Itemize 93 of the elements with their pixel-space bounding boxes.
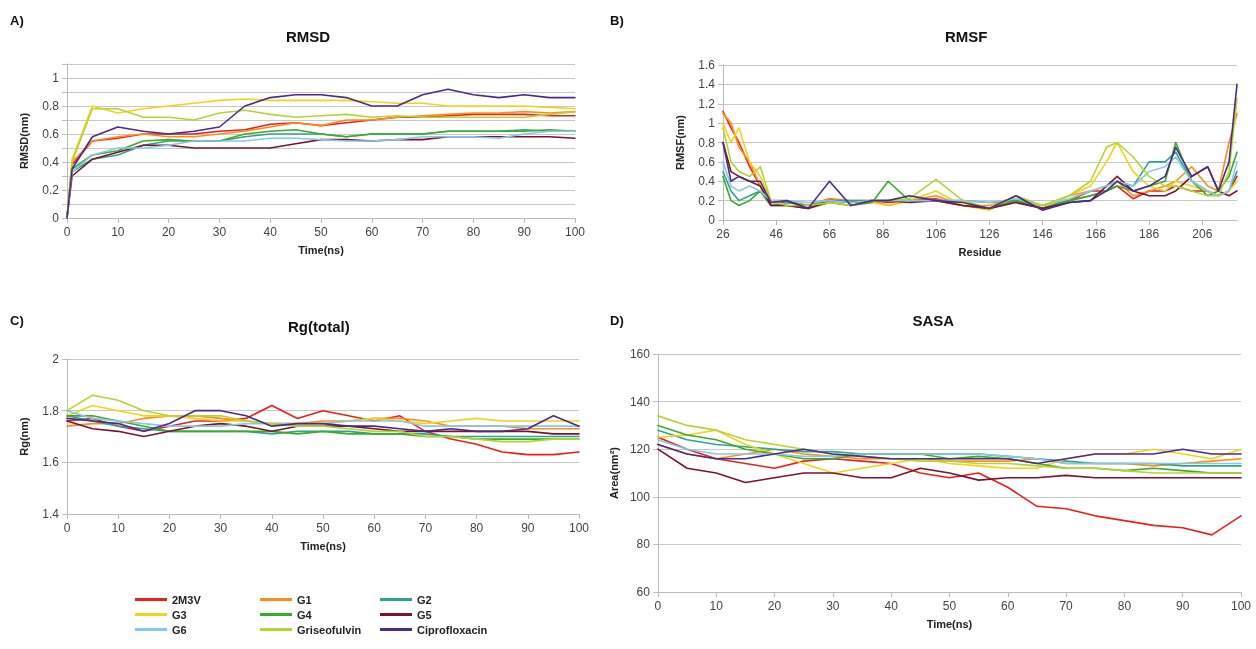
x-tick-label: 90: [521, 521, 535, 535]
x-tick-label: 30: [826, 599, 840, 613]
x-tick-label: 80: [1117, 599, 1132, 613]
y-tick-label: 1.2: [698, 96, 716, 111]
x-tick-label: 0: [654, 599, 662, 613]
text: A): [10, 13, 24, 28]
x-tick-label: 100: [564, 225, 586, 239]
x-tick-label: 40: [884, 599, 899, 613]
chart-title: Rg(total): [288, 318, 350, 335]
text: B): [610, 13, 624, 28]
x-tick-label: 50: [316, 521, 330, 535]
y-tick-label: 0.6: [42, 127, 60, 141]
x-tick-label: 80: [466, 225, 481, 239]
x-tick-label: 186: [1139, 227, 1160, 241]
text: C): [10, 313, 24, 328]
y-tick-label: 160: [629, 347, 651, 361]
x-axis-title: Time(ns): [298, 243, 345, 256]
y-tick-label: 80: [636, 537, 651, 552]
y-tick-label: 120: [629, 442, 651, 457]
x-tick-label: 80: [469, 521, 484, 535]
y-axis-title: Area(nm²): [607, 446, 620, 499]
y-tick-label: 1.6: [42, 455, 60, 470]
y-tick-label: 2: [52, 352, 60, 366]
y-tick-label: 0.4: [42, 155, 60, 169]
x-axis-title: Residue: [958, 245, 1002, 258]
x-tick-label: 10: [111, 521, 126, 535]
legend-label: Griseofulvin: [297, 623, 362, 636]
x-tick-label: 0: [63, 521, 71, 535]
x-tick-label: 46: [769, 227, 784, 241]
y-tick-label: 0.2: [698, 193, 716, 208]
x-tick-label: 10: [111, 225, 125, 239]
chart-title: RMSD: [286, 28, 331, 45]
x-tick-label: 166: [1085, 227, 1107, 241]
x-tick-label: 70: [1059, 599, 1074, 613]
x-axis-title: Time(ns): [300, 539, 347, 552]
legend-label: Ciprofloxacin: [417, 623, 488, 636]
x-tick-label: 100: [568, 521, 590, 535]
y-tick-label: 1.6: [698, 58, 716, 72]
x-tick-label: 40: [263, 225, 278, 239]
legend-label: G3: [172, 608, 187, 621]
x-tick-label: 146: [1032, 227, 1053, 241]
x-tick-label: 66: [822, 227, 837, 241]
y-tick-label: 1: [52, 71, 60, 85]
x-tick-label: 126: [979, 227, 1000, 241]
y-tick-label: 1.4: [698, 77, 716, 92]
x-tick-label: 86: [876, 227, 890, 241]
x-tick-label: 50: [314, 225, 328, 239]
x-tick-label: 70: [418, 521, 433, 535]
y-tick-label: 0.2: [42, 183, 60, 197]
y-tick-label: 0.8: [42, 99, 60, 113]
x-tick-label: 70: [415, 225, 430, 239]
x-tick-label: 90: [517, 225, 532, 239]
y-tick-label: 1.8: [42, 403, 60, 418]
x-tick-label: 100: [1230, 599, 1252, 613]
y-axis-title: RMSF(nm): [673, 114, 686, 170]
legend-label: G5: [417, 608, 432, 621]
chart-title: SASA: [912, 312, 955, 329]
x-tick-label: 0: [63, 225, 71, 239]
text: D): [610, 313, 624, 328]
y-tick-label: 1.4: [42, 507, 60, 521]
y-axis-title: Rg(nm): [17, 416, 30, 456]
y-tick-label: 0: [708, 213, 716, 227]
y-tick-label: 1: [708, 116, 716, 131]
x-tick-label: 20: [162, 521, 177, 535]
x-tick-label: 30: [212, 225, 227, 239]
x-tick-label: 60: [367, 521, 382, 535]
x-tick-label: 26: [716, 227, 730, 241]
x-tick-label: 206: [1192, 227, 1213, 241]
y-tick-label: 0: [52, 211, 60, 225]
x-tick-label: 30: [213, 521, 228, 535]
y-tick-label: 140: [629, 394, 651, 409]
x-tick-label: 60: [1001, 599, 1015, 613]
legend-label: 2M3V: [172, 593, 202, 606]
y-tick-label: 100: [629, 489, 651, 504]
y-tick-label: 0.4: [698, 174, 716, 189]
x-tick-label: 20: [161, 225, 176, 239]
y-axis-title: RMSD(nm): [17, 112, 30, 170]
x-tick-label: 40: [265, 521, 279, 535]
y-tick-label: 60: [636, 585, 651, 599]
legend-label: G4: [297, 608, 313, 621]
y-tick-label: 0.8: [698, 135, 716, 150]
legend-label: G1: [297, 593, 312, 606]
x-axis-title: Time(ns): [926, 617, 973, 630]
legend-label: G2: [417, 593, 432, 606]
x-tick-label: 60: [365, 225, 379, 239]
x-tick-label: 20: [767, 599, 782, 613]
x-tick-label: 50: [942, 599, 957, 613]
x-tick-label: 10: [709, 599, 724, 613]
y-tick-label: 0.6: [698, 154, 716, 169]
chart-title: RMSF: [945, 28, 988, 45]
x-tick-label: 106: [926, 227, 947, 241]
legend-label: G6: [172, 623, 187, 636]
x-tick-label: 90: [1176, 599, 1190, 613]
